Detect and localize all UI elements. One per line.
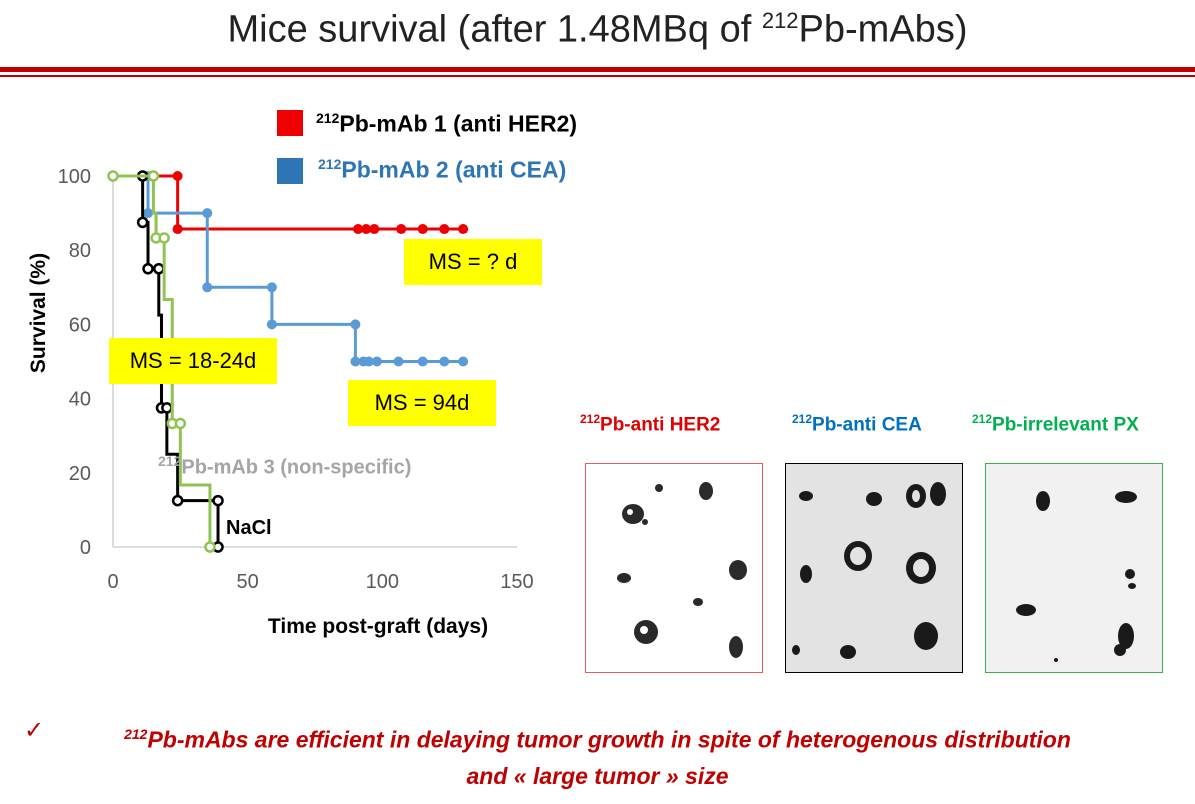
data-point xyxy=(458,356,469,367)
data-point xyxy=(353,224,364,235)
autoradiography-her2 xyxy=(585,463,763,673)
data-point xyxy=(393,356,404,367)
data-point xyxy=(172,171,183,181)
data-point xyxy=(417,224,428,235)
x-tick-label: 100 xyxy=(366,571,399,593)
legend-swatch-mab2 xyxy=(277,158,303,184)
image-label-irrelevant: 212Pb-irrelevant PX xyxy=(972,412,1139,436)
data-point xyxy=(361,224,372,235)
data-point xyxy=(458,224,469,235)
data-point xyxy=(417,356,428,367)
series-line-1 xyxy=(113,174,464,363)
image-label-cea: 212Pb-anti CEA xyxy=(792,412,922,436)
data-point xyxy=(266,319,277,330)
legend-label-mab2: 212Pb-mAb 2 (anti CEA) xyxy=(318,156,567,183)
check-icon: ✓ xyxy=(24,717,45,744)
data-point xyxy=(153,263,165,275)
data-point xyxy=(350,319,361,330)
y-tick-label: 80 xyxy=(69,240,91,262)
data-point xyxy=(158,232,170,244)
title-rule xyxy=(0,67,1195,72)
data-point xyxy=(161,402,173,414)
data-point xyxy=(147,170,160,182)
data-point xyxy=(396,224,407,235)
series-label-mab3: 212Pb-mAb 3 (non-specific) xyxy=(158,453,412,479)
autoradiography-irrelevant xyxy=(985,463,1163,673)
y-tick-label: 40 xyxy=(69,389,91,411)
tumor-sections-cea xyxy=(792,482,946,659)
data-point xyxy=(369,224,380,235)
data-point xyxy=(172,224,183,235)
legend-label-mab1: 212Pb-mAb 1 (anti HER2) xyxy=(316,110,578,137)
conclusion-line-2: and « large tumor » size xyxy=(466,762,729,789)
title-rule-thin xyxy=(0,75,1195,77)
ms-box-mab1: MS = ? d xyxy=(404,239,542,285)
autoradiography-cea xyxy=(785,463,963,673)
y-axis-label: Survival (%) xyxy=(27,253,50,373)
data-point xyxy=(350,356,361,367)
series-line-3 xyxy=(113,174,212,547)
conclusion-text: 212Pb-mAbs are efficient in delaying tum… xyxy=(0,716,1195,794)
y-tick-label: 100 xyxy=(58,166,91,188)
legend-swatch-mab1 xyxy=(277,110,303,136)
series-label-nacl: NaCl xyxy=(226,517,272,539)
data-point xyxy=(371,356,382,367)
x-tick-label: 150 xyxy=(500,571,533,593)
x-tick-label: 50 xyxy=(237,571,259,593)
data-point xyxy=(202,282,213,293)
y-tick-label: 0 xyxy=(80,537,91,559)
data-point xyxy=(136,216,149,229)
data-point xyxy=(266,282,277,293)
data-point xyxy=(202,208,213,219)
data-point xyxy=(204,541,216,553)
y-tick-label: 60 xyxy=(69,314,91,336)
x-tick-label: 0 xyxy=(107,571,118,593)
y-tick-label: 20 xyxy=(69,463,91,485)
data-point xyxy=(107,170,119,182)
data-point xyxy=(142,263,154,275)
data-point xyxy=(174,417,187,430)
data-point xyxy=(212,494,224,507)
ms-box-mab3-nacl: MS = 18-24d xyxy=(109,338,277,384)
ms-box-mab2: MS = 94d xyxy=(348,380,496,426)
conclusion-line-1: 212Pb-mAbs are efficient in delaying tum… xyxy=(124,726,1071,753)
data-point xyxy=(363,356,374,367)
image-label-her2: 212Pb-anti HER2 xyxy=(580,412,721,436)
data-point xyxy=(439,224,450,235)
page-title: Mice survival (after 1.48MBq of 212Pb-mA… xyxy=(227,8,968,51)
data-point xyxy=(439,356,450,367)
x-axis-label: Time post-graft (days) xyxy=(268,615,488,638)
tumor-sections-her2 xyxy=(617,482,747,658)
data-point xyxy=(171,494,184,507)
data-point xyxy=(143,208,154,219)
tumor-sections-irrelevant xyxy=(1016,491,1137,662)
